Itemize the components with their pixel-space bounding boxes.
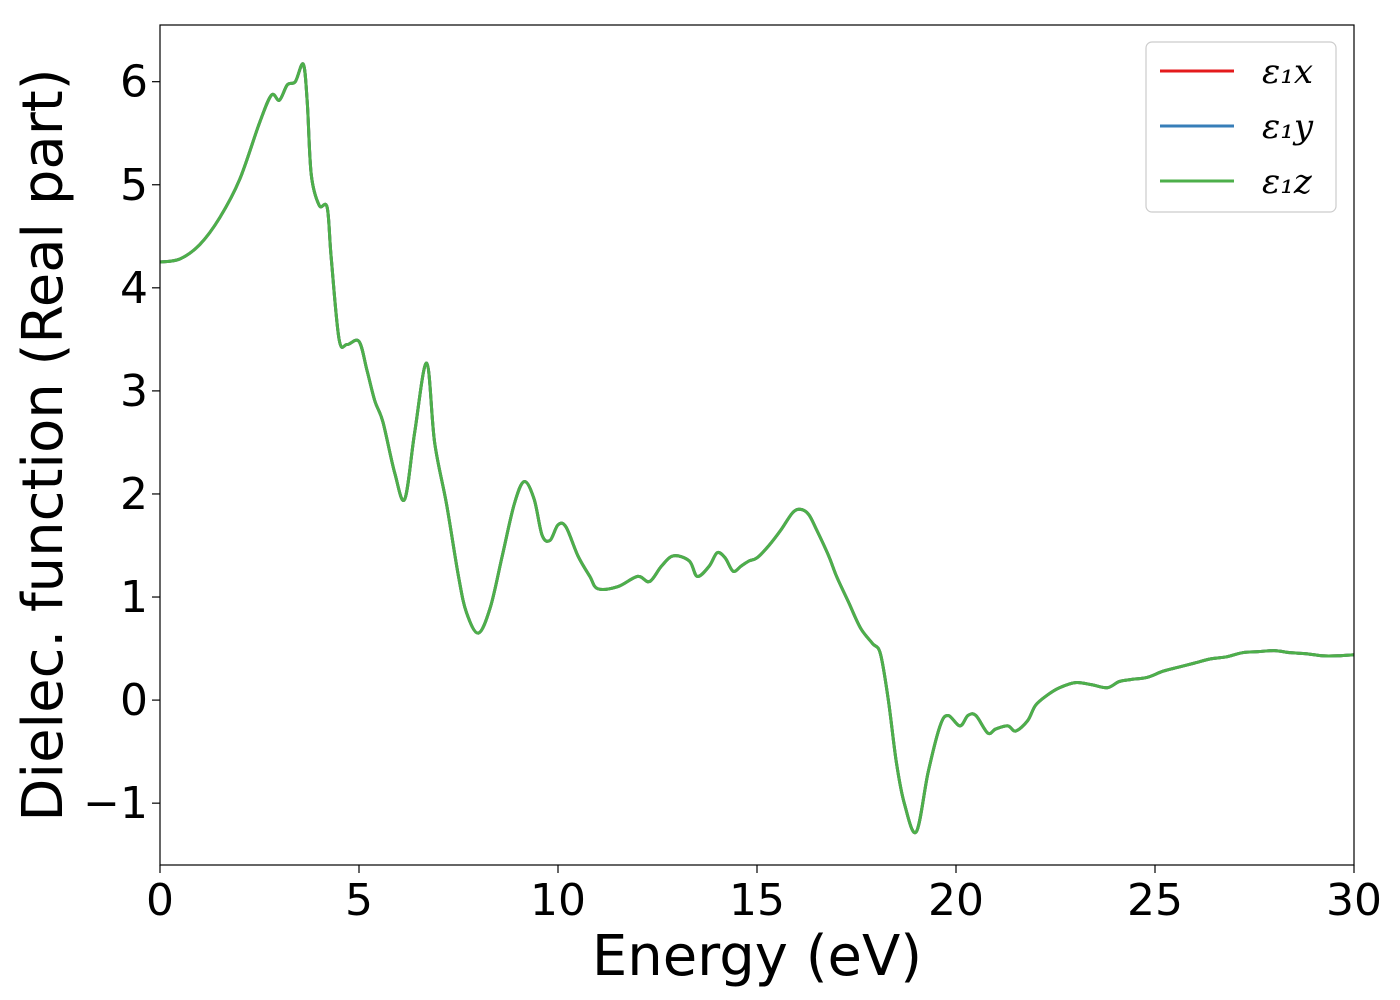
legend-label-1: ε₁x <box>1262 52 1313 92</box>
y-axis-ticks: −1 0 1 2 3 4 5 6 <box>83 57 160 829</box>
y-tick-label: 2 <box>120 469 148 520</box>
y-tick-label: 5 <box>120 160 148 211</box>
y-tick-label: −1 <box>83 778 148 829</box>
legend-label-2: ε₁y <box>1262 107 1314 147</box>
y-tick-label: 0 <box>120 675 148 726</box>
y-tick-label: 3 <box>120 366 148 417</box>
series-line-3 <box>160 62 1354 835</box>
legend: ε₁x ε₁y ε₁z <box>1145 41 1337 213</box>
legend-label-3: ε₁z <box>1262 162 1313 202</box>
y-tick-label: 4 <box>120 263 148 314</box>
x-tick-label: 5 <box>345 875 373 926</box>
x-tick-label: 15 <box>729 875 785 926</box>
y-axis-label: Dielec. function (Real part) <box>11 68 76 821</box>
y-tick-label: 1 <box>120 572 148 623</box>
x-tick-label: 10 <box>530 875 586 926</box>
x-axis-ticks: 0 5 10 15 20 25 30 <box>146 865 1382 926</box>
x-tick-label: 25 <box>1127 875 1183 926</box>
x-axis-label: Energy (eV) <box>592 924 922 989</box>
legend-box <box>1145 41 1337 213</box>
x-tick-label: 0 <box>146 875 174 926</box>
x-tick-label: 20 <box>928 875 984 926</box>
y-tick-label: 6 <box>120 57 148 108</box>
series-layer <box>160 62 1354 835</box>
x-tick-label: 30 <box>1326 875 1382 926</box>
